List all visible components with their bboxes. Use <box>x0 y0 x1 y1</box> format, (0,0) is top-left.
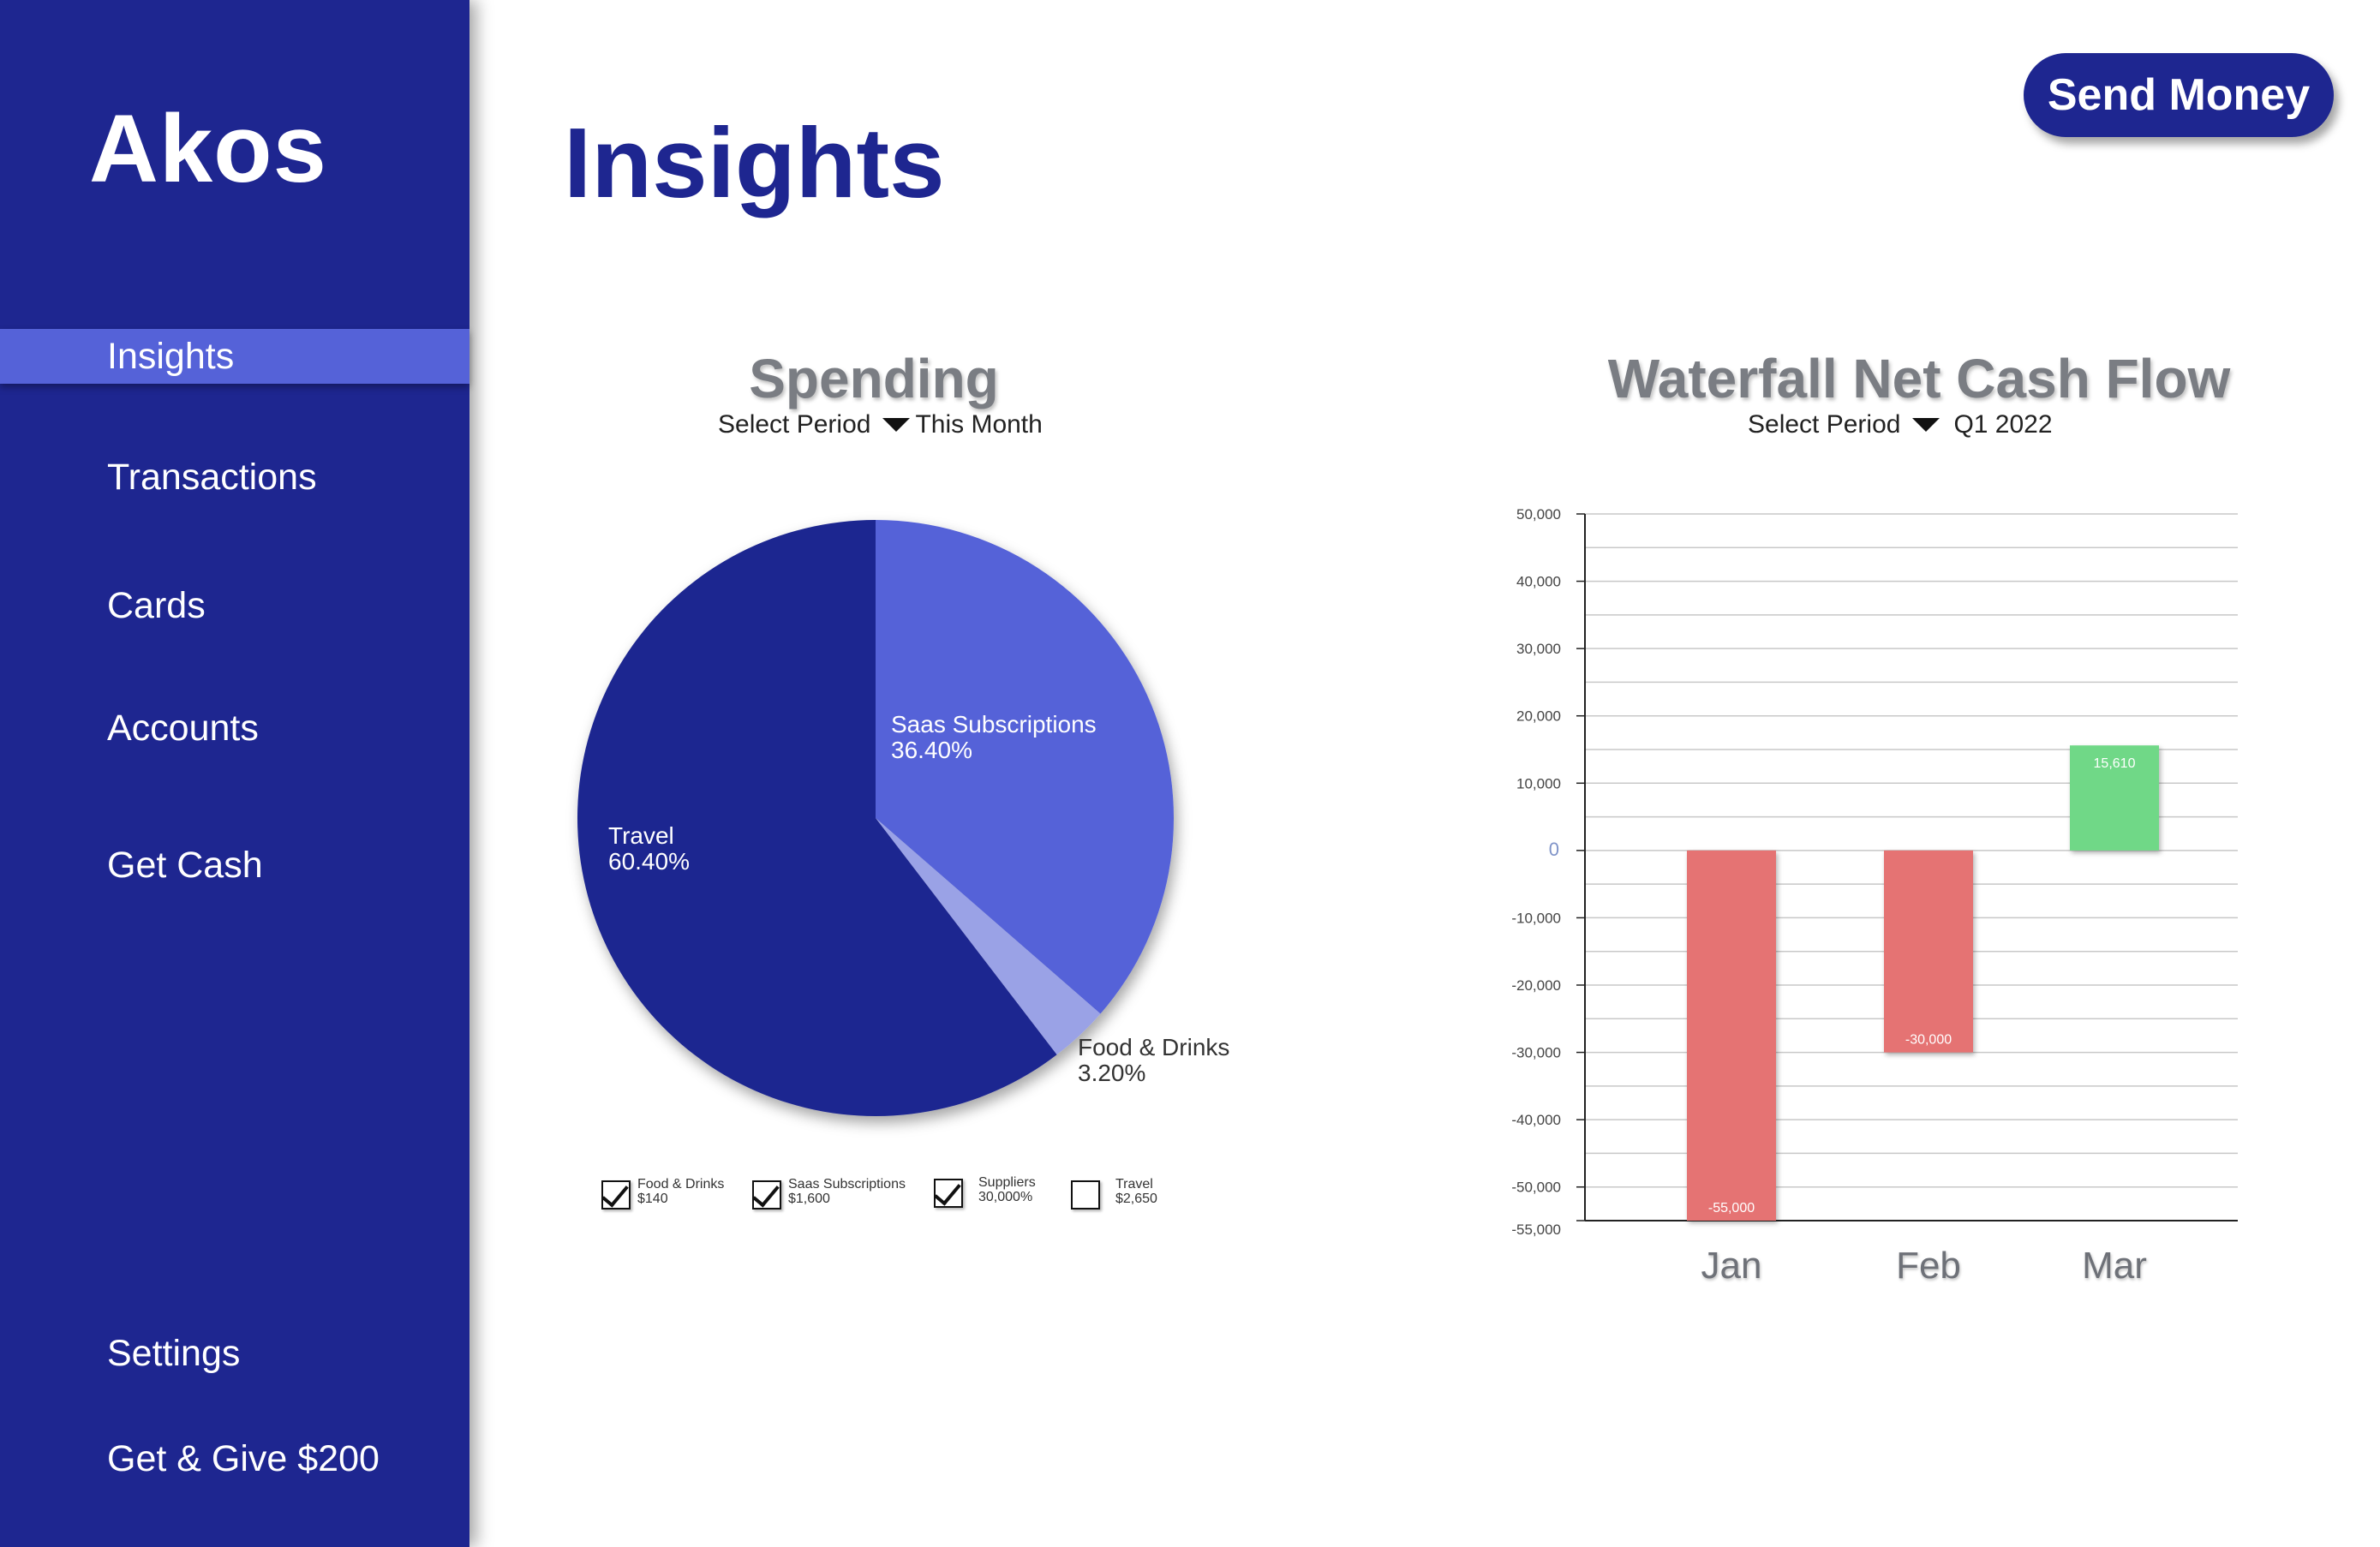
legend-amount: $1,600 <box>788 1192 830 1206</box>
legend-item-food-drinks[interactable]: Food & Drinks $140 <box>601 1177 725 1210</box>
pie-value-label: 60.40% <box>608 848 690 875</box>
caret-down-icon[interactable] <box>882 418 911 432</box>
spending-title: Spending <box>749 348 999 409</box>
checkbox[interactable] <box>752 1179 781 1210</box>
sidebar-item-cards[interactable]: Cards <box>0 578 469 633</box>
y-tick-label: -30,000 <box>1511 1045 1561 1061</box>
period-label: Select Period <box>1748 410 1901 439</box>
legend-name: Travel <box>1115 1177 1153 1192</box>
pie-value-label: 36.40% <box>891 737 972 763</box>
y-tick-label: -50,000 <box>1511 1180 1561 1196</box>
pie-label: Travel <box>608 822 674 849</box>
x-tick-label: Mar <box>2082 1245 2147 1287</box>
sidebar-item-label: Cards <box>107 585 206 626</box>
pie-value-label: 3.20% <box>1078 1060 1145 1086</box>
checkbox[interactable] <box>1071 1180 1100 1210</box>
check-icon <box>934 1177 961 1206</box>
y-tick-label: -20,000 <box>1511 977 1561 994</box>
sidebar-item-label: Insights <box>107 336 235 377</box>
legend-item-suppliers[interactable]: Suppliers 30,000% <box>934 1175 1036 1208</box>
page-title: Insights <box>564 107 945 218</box>
period-label: Select Period <box>718 410 871 439</box>
sidebar-item-label: Get & Give $200 <box>107 1438 380 1479</box>
bar-jan <box>1687 850 1776 1221</box>
checkbox[interactable] <box>934 1177 963 1208</box>
send-money-button[interactable]: Send Money <box>2024 53 2334 137</box>
sidebar: Akos Insights Transactions Cards Account… <box>0 0 469 1547</box>
period-value[interactable]: This Month <box>915 410 1043 439</box>
brand-logo: Akos <box>89 95 327 202</box>
pie-label: Saas Subscriptions <box>891 711 1097 738</box>
pie-slice-saas-subscriptions <box>876 520 1175 1014</box>
pie-label: Food & Drinks <box>1078 1034 1229 1060</box>
caret-down-icon[interactable] <box>1912 418 1940 432</box>
y-tick-label: 10,000 <box>1516 775 1561 791</box>
y-tick-label: 0 <box>1549 839 1559 860</box>
sidebar-item-settings[interactable]: Settings <box>0 1326 469 1381</box>
legend-item-travel[interactable]: Travel $2,650 <box>1071 1177 1157 1210</box>
period-value[interactable]: Q1 2022 <box>1953 410 2053 439</box>
x-tick-label: Feb <box>1896 1245 1961 1287</box>
legend-name: Food & Drinks <box>637 1177 725 1192</box>
spending-period-select: Select Period This Month <box>718 412 1043 438</box>
sidebar-item-label: Accounts <box>107 708 259 749</box>
legend-amount: $2,650 <box>1115 1192 1157 1206</box>
pie-slice-food-drinks <box>876 818 1101 1055</box>
bar-value-label: 15,610 <box>2094 756 2136 771</box>
sidebar-item-insights[interactable]: Insights <box>0 329 469 384</box>
sidebar-item-transactions[interactable]: Transactions <box>0 450 469 505</box>
legend-amount: $140 <box>637 1192 668 1206</box>
check-icon <box>601 1179 629 1208</box>
y-tick-label: 50,000 <box>1516 506 1561 523</box>
pie-slice-travel <box>577 520 1057 1117</box>
bar-value-label: -55,000 <box>1708 1201 1755 1216</box>
bar-feb <box>1884 850 1973 1053</box>
check-icon <box>752 1179 780 1208</box>
legend-amount: 30,000% <box>978 1190 1033 1204</box>
sidebar-item-label: Get Cash <box>107 845 263 886</box>
sidebar-item-referral[interactable]: Get & Give $200 <box>0 1431 469 1486</box>
legend-name: Suppliers <box>978 1175 1036 1190</box>
y-tick-label: 20,000 <box>1516 708 1561 725</box>
y-tick-label: -40,000 <box>1511 1112 1561 1128</box>
legend-item-saas[interactable]: Saas Subscriptions $1,600 <box>752 1177 906 1210</box>
waterfall-period-select: Select Period Q1 2022 <box>1748 412 2053 438</box>
checkbox[interactable] <box>601 1179 631 1210</box>
sidebar-item-label: Transactions <box>107 457 317 498</box>
waterfall-title: Waterfall Net Cash Flow <box>1607 348 2231 409</box>
sidebar-item-label: Settings <box>107 1333 241 1374</box>
bar-mar <box>2070 745 2159 851</box>
y-tick-label: -55,000 <box>1511 1221 1561 1238</box>
sidebar-item-get-cash[interactable]: Get Cash <box>0 838 469 893</box>
sidebar-item-accounts[interactable]: Accounts <box>0 701 469 756</box>
x-tick-label: Jan <box>1701 1245 1762 1287</box>
y-tick-label: 30,000 <box>1516 641 1561 657</box>
y-tick-label: 40,000 <box>1516 574 1561 590</box>
y-tick-label: -10,000 <box>1511 910 1561 926</box>
bar-value-label: -30,000 <box>1905 1033 1952 1048</box>
legend-name: Saas Subscriptions <box>788 1177 906 1192</box>
